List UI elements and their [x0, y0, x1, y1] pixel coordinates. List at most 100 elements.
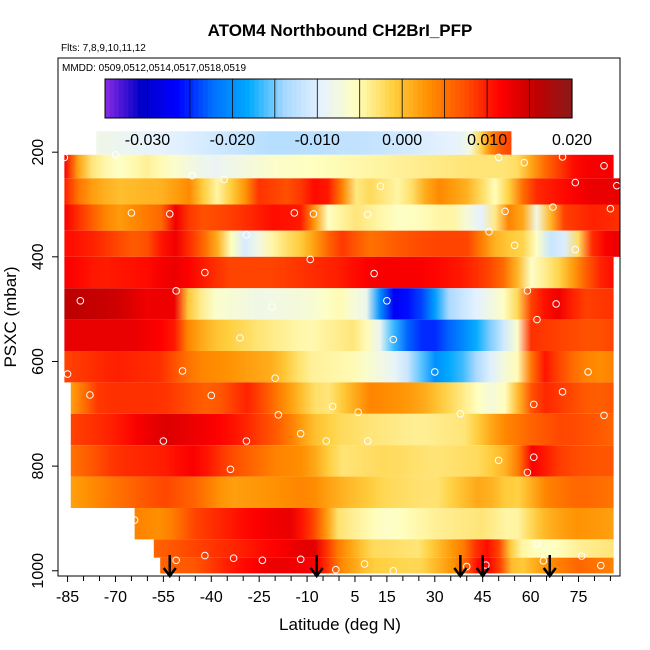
sample-point: [236, 334, 244, 342]
x-axis: -85 -70 -55 -40 -25 -10 5 15 30 45 60 75: [56, 576, 611, 606]
colorbar-cell: [343, 79, 349, 118]
sample-point: [111, 150, 120, 159]
colorbar-cell: [291, 79, 298, 118]
colorbar-cell: [123, 79, 129, 118]
sample-point: [178, 367, 187, 375]
colorbar: -0.030 -0.020 -0.010 0.000 0.010 0.020: [104, 78, 592, 149]
sample-point: [201, 268, 209, 277]
x-tick-label: 45: [474, 589, 492, 606]
colorbar-cell: [217, 79, 223, 118]
colorbar-tick-label: -0.030: [125, 132, 170, 149]
dates-label: MMDD: 0509,0512,0514,0517,0518,0519: [62, 63, 246, 74]
sample-point: [309, 210, 318, 218]
colorbar-cell: [529, 79, 536, 118]
colorbar-cell: [501, 79, 508, 118]
colorbar-cell: [282, 79, 288, 118]
colorbar-tick-label: 0.010: [467, 132, 507, 149]
sample-point: [130, 516, 139, 524]
colorbar-cell: [347, 79, 354, 118]
x-tick-label: -25: [248, 589, 271, 606]
sample-point: [430, 368, 439, 376]
heatmap-bands: [64, 131, 621, 574]
sample-point: [558, 153, 567, 161]
heatmap-band: [64, 256, 614, 289]
colorbar-cell: [259, 79, 265, 118]
sample-point: [376, 182, 385, 190]
colorbar-cell: [483, 79, 489, 118]
colorbar-cell: [128, 79, 134, 118]
colorbar-cell: [193, 79, 199, 118]
colorbar-cell: [296, 79, 302, 118]
colorbar-cell: [497, 79, 503, 118]
colorbar-cell: [315, 79, 321, 118]
colorbar-cell: [520, 79, 526, 118]
colorbar-cell: [221, 79, 228, 118]
colorbar-cell: [175, 79, 181, 118]
colorbar-cell: [231, 79, 237, 118]
sample-point: [159, 437, 168, 445]
colorbar-cell: [459, 79, 466, 118]
heatmap-band: [70, 476, 614, 508]
sample-point: [552, 300, 560, 308]
colorbar-cell: [389, 79, 396, 118]
sample-point: [63, 370, 72, 378]
sample-point: [242, 231, 251, 239]
sample-point: [360, 560, 369, 568]
colorbar-cell: [417, 79, 424, 118]
sample-point: [462, 562, 471, 571]
sample-point: [533, 539, 541, 548]
x-tick-label: -55: [152, 589, 175, 606]
sample-point: [143, 544, 152, 553]
colorbar-cell: [478, 79, 484, 118]
colorbar-cell: [375, 79, 382, 118]
heatmap-band: [64, 154, 614, 179]
colorbar-cell: [245, 79, 251, 118]
heatmap-band: [160, 557, 614, 574]
sample-point: [600, 411, 608, 420]
colorbar-cell: [394, 79, 400, 118]
sample-point: [332, 565, 340, 574]
colorbar-cell: [212, 79, 218, 118]
heatmap-band: [64, 178, 621, 205]
y-tick-label: 1000: [30, 553, 47, 589]
colorbar-cell: [147, 79, 153, 118]
sample-point: [76, 296, 85, 305]
y-tick-label: 800: [30, 453, 47, 480]
heatmap-band: [153, 539, 614, 558]
sample-point: [271, 374, 279, 383]
colorbar-cell: [133, 79, 139, 118]
colorbar-tick-label: 0.020: [552, 132, 592, 149]
y-tick-label: 400: [30, 243, 47, 270]
colorbar-cell: [273, 79, 279, 118]
colorbar-cell: [226, 79, 232, 118]
sample-point: [290, 209, 299, 217]
sample-point: [363, 437, 372, 445]
colorbar-cell: [105, 79, 111, 118]
colorbar-cell: [403, 79, 410, 118]
colorbar-cell: [268, 79, 274, 118]
x-tick-label: -10: [296, 589, 319, 606]
colorbar-cell: [506, 79, 512, 118]
heatmap-band: [96, 131, 512, 155]
colorbar-cell: [114, 79, 120, 118]
colorbar-cell: [198, 79, 204, 118]
colorbar-cell: [515, 79, 522, 118]
colorbar-cell: [277, 79, 284, 118]
colorbar-cell: [539, 79, 545, 118]
sample-point: [172, 287, 180, 295]
x-axis-label: Latitude (deg N): [279, 615, 401, 634]
colorbar-cell: [567, 79, 573, 118]
colorbar-cell: [492, 79, 498, 118]
sample-point: [389, 335, 398, 344]
sample-point: [226, 465, 235, 474]
sample-point: [268, 303, 276, 311]
sample-point: [60, 153, 69, 162]
sample-point: [389, 566, 398, 575]
heatmap-band: [64, 230, 621, 257]
colorbar-cell: [464, 79, 470, 118]
colorbar-cell: [436, 79, 442, 118]
sample-point: [549, 203, 557, 211]
sample-point: [258, 556, 267, 565]
colorbar-cell: [455, 79, 461, 118]
colorbar-tick-label: -0.010: [295, 132, 340, 149]
